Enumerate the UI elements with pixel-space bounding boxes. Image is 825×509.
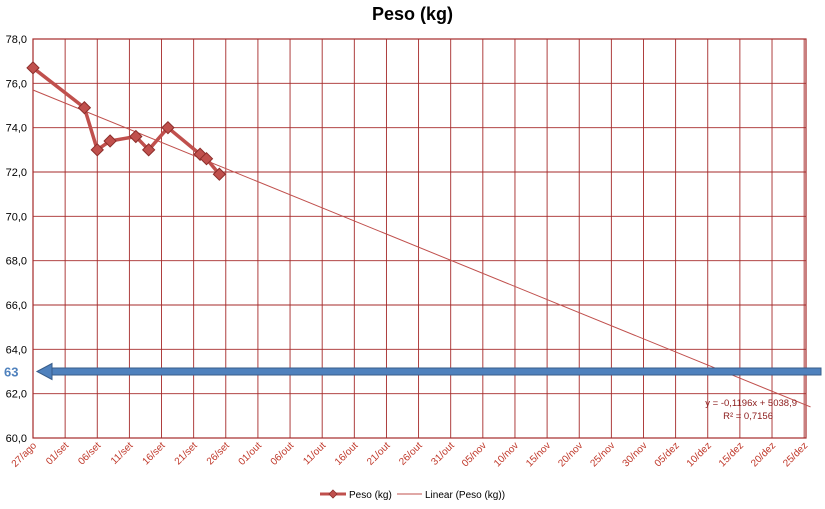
trendline [32,89,811,408]
weight-point [199,151,214,166]
x-tick-label: 25/nov [588,440,617,469]
reference-arrow: 63 [4,362,822,381]
legend-weight-marker [328,489,338,499]
x-tick-label: 16/out [333,440,361,468]
x-tick-label: 15/dez [717,440,746,469]
x-tick-label: 20/nov [556,440,585,469]
y-axis: 60,0 62,0 64,0 66,0 68,0 70,0 72,0 74,0 76,0 78,0 [6,34,27,445]
x-tick-label: 11/out [301,440,328,467]
x-tick-label: 06/out [269,440,297,468]
y-tick-label: 76,0 [6,78,27,90]
x-tick-label: 31/out [429,440,457,468]
weight-point [26,61,40,75]
x-tick-label: 30/nov [621,440,650,469]
y-tick-label: 64,0 [6,344,27,356]
legend-weight-label: Peso (kg) [349,490,392,501]
legend-trend-label: Linear (Peso (kg)) [425,490,505,501]
x-tick-label: 20/dez [749,440,778,469]
weight-point [141,143,156,157]
weight-point [161,120,175,135]
x-tick-label: 16/set [141,440,168,467]
x-tick-label: 21/out [365,440,393,468]
weight-point [212,167,227,181]
y-tick-label: 72,0 [6,167,27,179]
y-tick-label: 78,0 [6,34,27,46]
x-axis: 27/ago 01/set 06/set 11/set 16/set 21/set 26/s… [10,440,811,470]
chart-title: Peso (kg) [371,4,454,24]
x-tick-label: 26/out [397,440,425,468]
y-tick-label: 60,0 [6,433,27,445]
trend-equation: y = -0,1196x + 5038,9 [705,398,797,409]
y-tick-label: 66,0 [6,300,27,312]
reference-arrow-shaft [48,367,822,376]
x-tick-label: 10/dez [685,440,714,469]
weight-series [26,61,227,181]
x-tick-label: 21/set [173,440,200,467]
x-tick-label: 15/nov [524,440,553,469]
y-tick-label: 68,0 [6,256,27,268]
trend-equation-annotation: y = -0,1196x + 5038,9 R² = 0,7156 [705,398,797,422]
weight-point [77,101,92,115]
r-squared: R² = 0,7156 [723,411,773,422]
trendline-series [32,89,811,408]
reference-arrow-head [35,362,53,381]
weight-point [129,129,143,144]
x-tick-label: 05/dez [653,440,682,469]
x-tick-label: 01/out [237,440,265,468]
x-tick-label: 26/set [205,440,232,467]
legend: Peso (kg) Linear (Peso (kg)) [320,489,505,501]
x-tick-label: 25/dez [781,440,810,469]
y-tick-label: 74,0 [6,123,27,135]
weight-point [90,143,104,157]
y-tick-label: 70,0 [6,211,27,223]
x-tick-label: 05/nov [460,440,489,469]
x-tick-label: 10/nov [492,440,521,469]
weight-point [103,134,117,148]
grid-lines [32,38,807,439]
x-tick-label: 11/set [109,440,136,467]
x-tick-label: 01/set [44,440,71,467]
plot-frame [32,38,807,439]
reference-value-label: 63 [4,365,18,380]
y-tick-label: 62,0 [6,389,27,401]
x-tick-label: 06/set [76,440,103,467]
